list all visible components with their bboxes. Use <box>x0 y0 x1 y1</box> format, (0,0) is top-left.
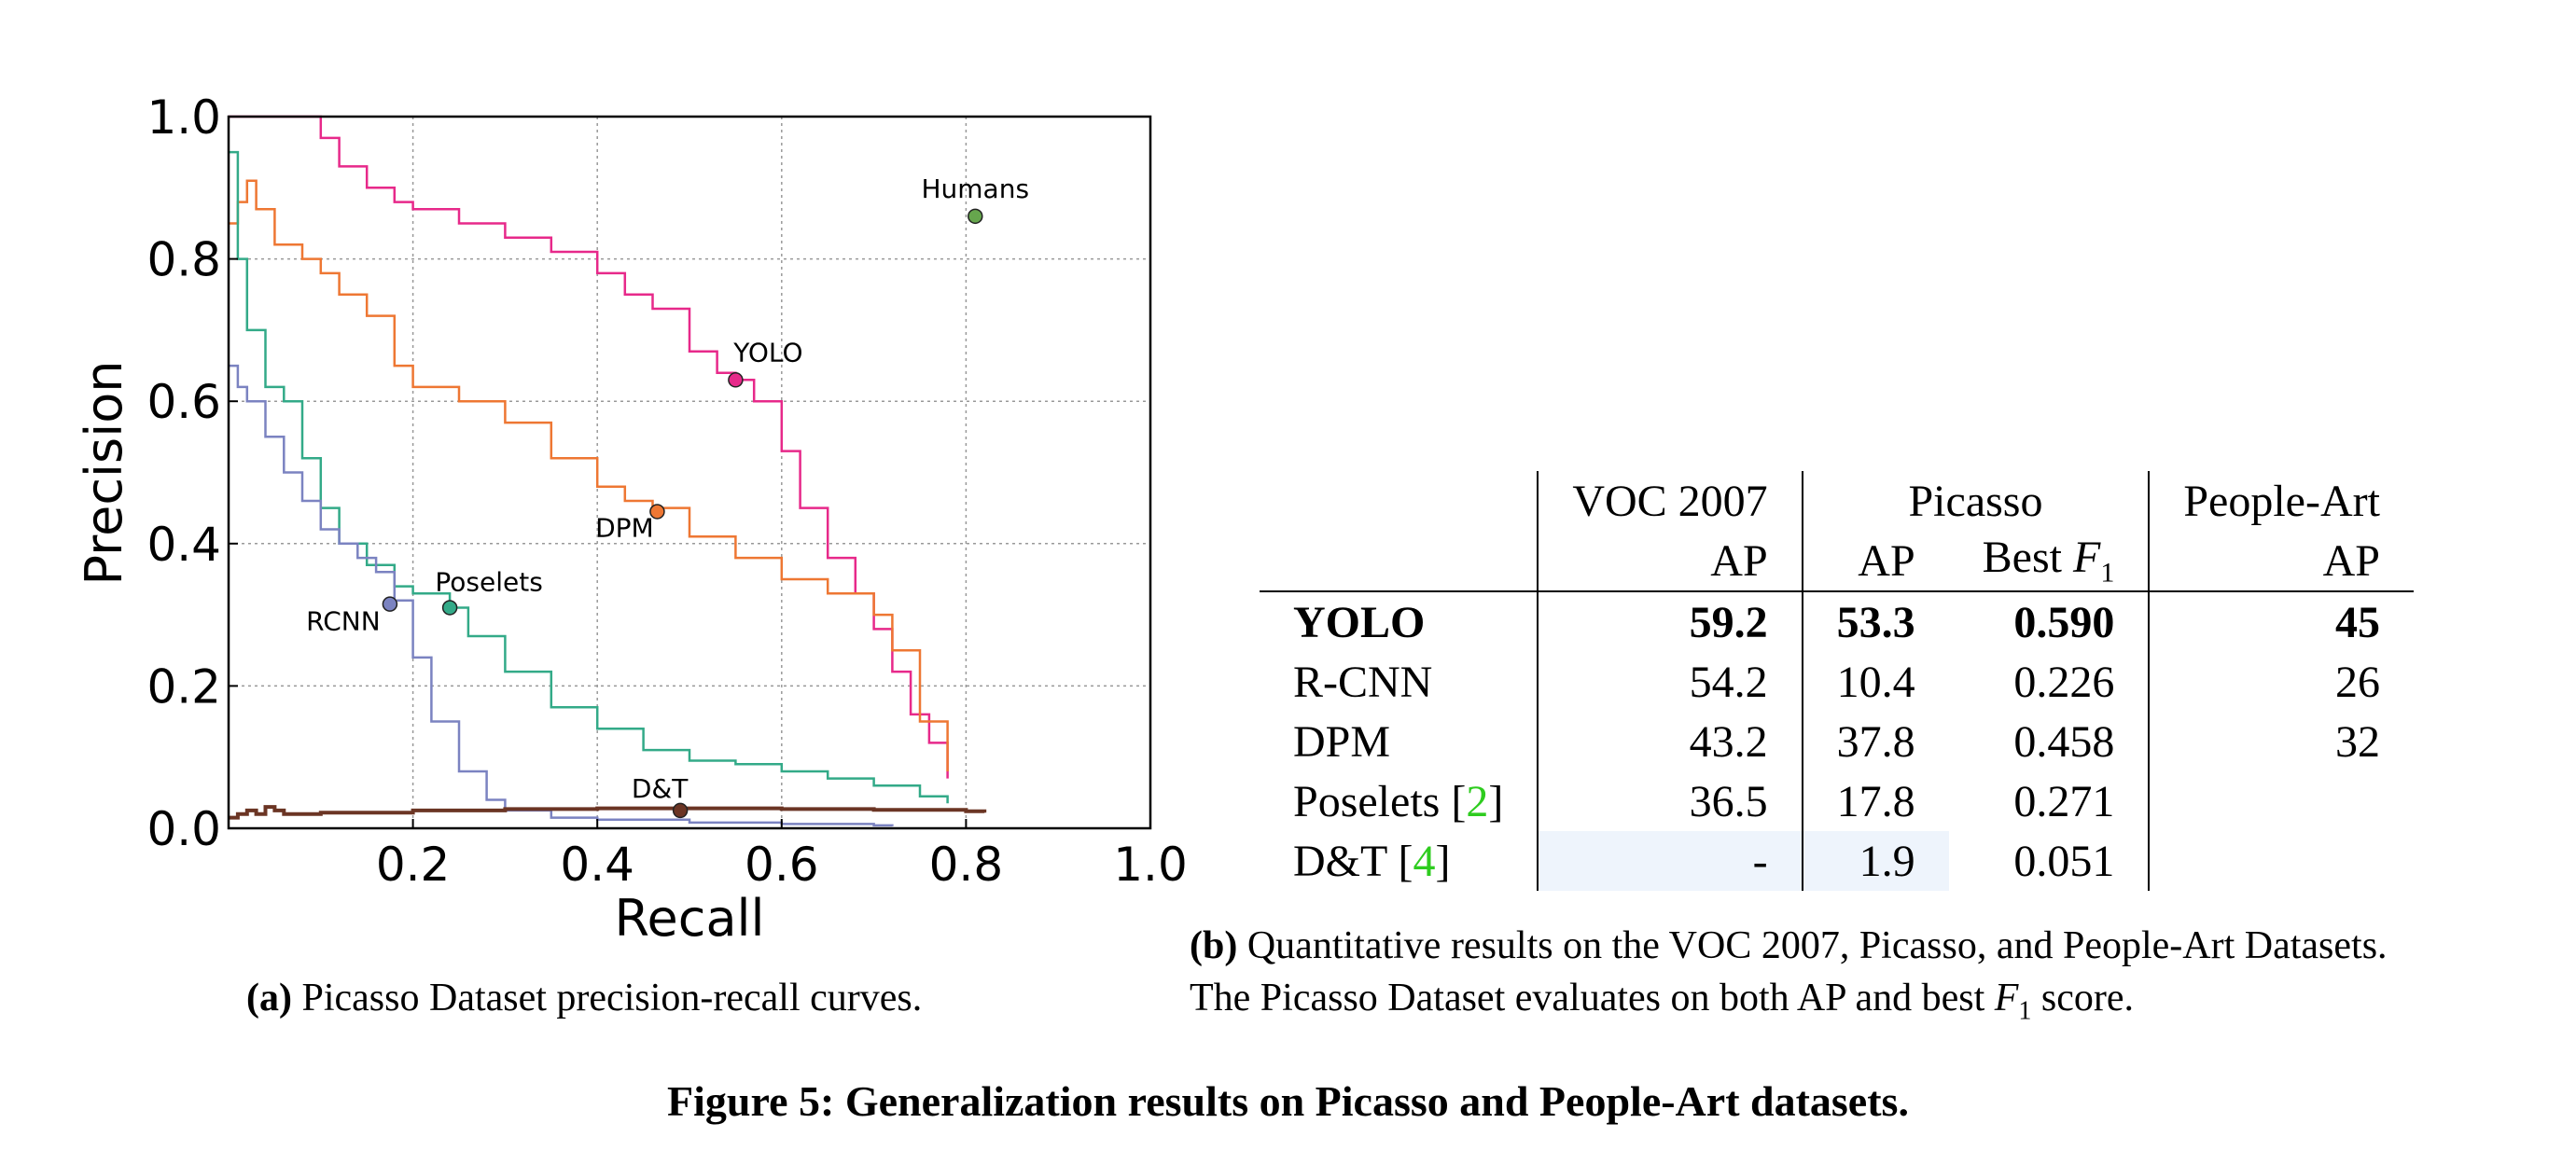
table-row: D&T [4] - 1.9 0.051 <box>1260 831 2414 891</box>
citation-link[interactable]: 2 <box>1466 776 1489 826</box>
marker-poselets <box>441 600 458 616</box>
marker-label-dt: D&T <box>632 773 689 804</box>
header-picasso-f1: Best F1 <box>1948 531 2151 592</box>
plot-frame <box>227 115 1152 830</box>
x-axis-label: Recall <box>614 889 764 948</box>
x-tick-label: 0.8 <box>929 838 1004 892</box>
y-tick-label: 0.4 <box>146 518 221 572</box>
chart-markers: Humans YOLO DPM Poselets RCNN D&T <box>306 173 1029 819</box>
caption-a-text: Picasso Dataset precision-recall curves. <box>301 977 923 1019</box>
chart-grid <box>229 116 1151 829</box>
header-picasso-ap: AP <box>1802 531 1949 592</box>
caption-a: (a) Picasso Dataset precision-recall cur… <box>246 976 922 1020</box>
chart-series <box>229 115 987 827</box>
table-row: Poselets [2] 36.5 17.8 0.271 <box>1260 771 2414 831</box>
table-row: DPM 43.2 37.8 0.458 32 <box>1260 712 2414 771</box>
marker-label-yolo: YOLO <box>732 337 802 368</box>
marker-label-dpm: DPM <box>595 512 654 543</box>
series-line-dt <box>229 805 987 820</box>
figure-caption: Figure 5: Generalization results on Pica… <box>0 1076 2576 1126</box>
x-tick-label: 0.4 <box>560 838 634 892</box>
y-tick-label: 0.6 <box>146 375 221 429</box>
series-line-yolo <box>229 115 949 779</box>
caption-a-label: (a) <box>246 977 292 1019</box>
marker-label-rcnn: RCNN <box>306 606 381 637</box>
caption-b-line-2: The Picasso Dataset evaluates on both AP… <box>1190 977 2135 1026</box>
header-people-art-ap: AP <box>2149 531 2414 592</box>
y-tick-label: 0.2 <box>146 659 221 714</box>
y-tick-label: 0.8 <box>146 233 221 287</box>
caption-b-label: (b) <box>1190 924 1238 967</box>
header-voc-ap: AP <box>1538 531 1803 592</box>
marker-label-poselets: Poselets <box>435 566 542 597</box>
y-tick-label: 1.0 <box>146 90 221 145</box>
series-line-rcnn <box>229 364 894 827</box>
caption-b-line-1: (b) Quantitative results on the VOC 2007… <box>1190 924 2388 967</box>
results-table: VOC 2007 Picasso People-Art AP AP Best F… <box>1260 471 2414 891</box>
marker-label-humans: Humans <box>921 173 1029 204</box>
header-picasso: Picasso <box>1802 471 2151 531</box>
table-row: YOLO 59.2 53.3 0.590 45 <box>1260 591 2414 652</box>
chart-ticks: 0.2 0.4 0.6 0.8 1.0 0.0 0.2 0.4 0.6 0.8 1.0 <box>146 90 1187 892</box>
series-line-dpm <box>229 179 949 771</box>
marker-humans <box>968 208 983 225</box>
marker-yolo <box>728 372 744 388</box>
marker-dpm <box>649 504 665 520</box>
x-tick-label: 0.6 <box>745 838 819 892</box>
figure-text: Generalization results on Picasso and Pe… <box>844 1077 1909 1125</box>
marker-rcnn <box>382 596 398 612</box>
table-header-row-1: VOC 2007 Picasso People-Art <box>1260 471 2414 531</box>
y-axis-label: Precision <box>75 361 133 586</box>
figure-label: Figure 5: <box>667 1077 835 1125</box>
table-header-row-2: AP AP Best F1 AP <box>1260 531 2414 592</box>
citation-link[interactable]: 4 <box>1413 836 1436 886</box>
series-line-poselets <box>229 150 949 804</box>
y-tick-label: 0.0 <box>146 802 221 856</box>
marker-dt <box>672 802 689 819</box>
header-voc: VOC 2007 <box>1538 471 1803 531</box>
x-tick-label: 1.0 <box>1113 838 1188 892</box>
header-people-art: People-Art <box>2183 476 2380 526</box>
table-row: R-CNN 54.2 10.4 0.226 26 <box>1260 652 2414 712</box>
x-tick-label: 0.2 <box>376 838 451 892</box>
